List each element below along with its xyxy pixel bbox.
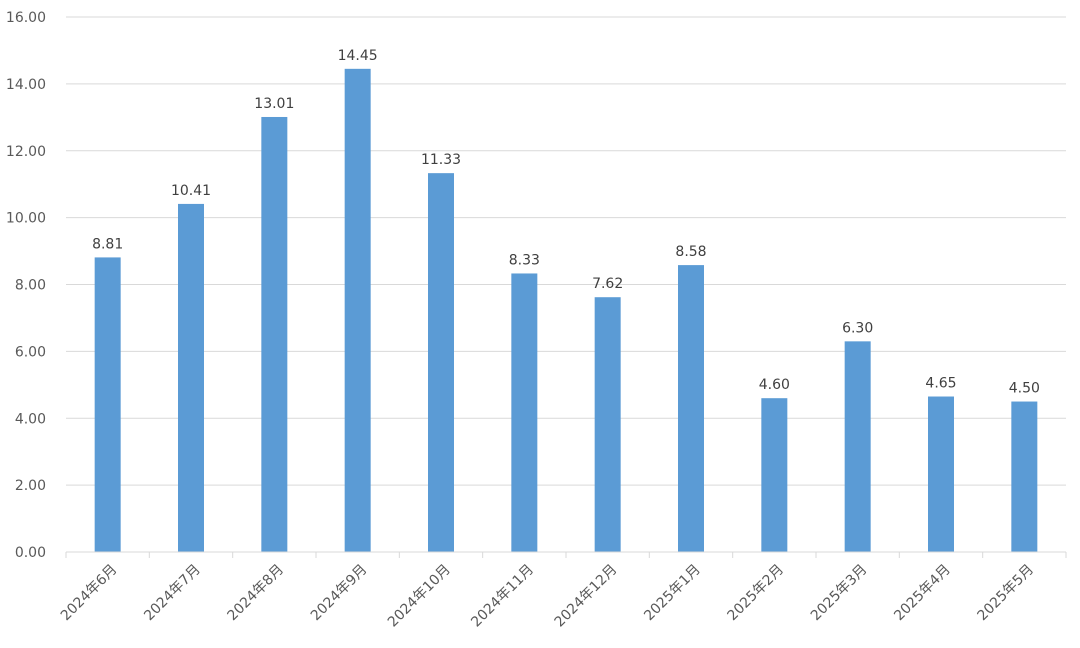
- y-tick-label: 10.00: [6, 211, 46, 227]
- bar: [678, 265, 704, 552]
- x-tick-label: 2025年1月: [641, 562, 704, 625]
- bar: [761, 398, 788, 552]
- x-tick-label: 2024年9月: [308, 562, 371, 625]
- bar: [594, 297, 621, 552]
- y-tick-label: 16.00: [6, 10, 46, 26]
- data-label: 4.65: [925, 376, 956, 392]
- y-tick-label: 8.00: [15, 278, 46, 294]
- data-label: 10.41: [171, 183, 211, 199]
- data-label: 13.01: [254, 96, 294, 112]
- bar: [511, 273, 538, 552]
- bar: [428, 173, 454, 552]
- data-label: 6.30: [842, 320, 873, 336]
- y-axis-tick-labels: 0.00 2.00 4.00 6.00 8.00 10.00 12.00 14.00 16.00: [6, 10, 46, 561]
- data-label: 4.60: [759, 377, 790, 393]
- data-label: 14.45: [338, 48, 378, 64]
- x-axis-tick-labels: 2024年6月 2024年7月 2024年8月 2024年9月 2024年10月 2024…: [58, 562, 1037, 631]
- x-tick-label: 2024年12月: [552, 562, 621, 631]
- bar: [344, 68, 371, 552]
- x-tick-label: 2025年2月: [725, 562, 788, 625]
- y-tick-label: 2.00: [15, 478, 46, 494]
- bar: [261, 116, 288, 553]
- y-tick-label: 4.00: [15, 411, 46, 427]
- y-tick-label: 6.00: [15, 344, 46, 360]
- bar: [844, 341, 871, 552]
- data-labels: 8.81 10.41 13.01 14.45 11.33 8.33 7.62 8.58 4.60…: [92, 48, 1040, 397]
- data-label: 8.81: [92, 236, 123, 252]
- gridlines: [66, 16, 1066, 486]
- bar: [178, 203, 204, 552]
- data-label: 11.33: [421, 152, 461, 168]
- data-label: 8.58: [675, 244, 706, 260]
- bar: [94, 257, 121, 552]
- data-label: 7.62: [592, 276, 623, 292]
- x-tick-label: 2024年11月: [468, 562, 537, 631]
- y-tick-label: 14.00: [6, 77, 46, 93]
- bar: [928, 396, 954, 552]
- data-label: 8.33: [509, 252, 540, 268]
- bar: [1011, 401, 1038, 552]
- bars: [94, 68, 1038, 553]
- x-tick-label: 2024年8月: [225, 562, 288, 625]
- data-label: 4.50: [1009, 381, 1040, 397]
- y-tick-label: 12.00: [6, 144, 46, 160]
- x-tick-label: 2024年6月: [58, 562, 121, 625]
- x-tick-label: 2025年5月: [975, 562, 1038, 625]
- x-tick-label: 2025年4月: [891, 562, 954, 625]
- y-tick-label: 0.00: [15, 545, 46, 561]
- x-tick-label: 2025年3月: [808, 562, 871, 625]
- x-axis-ticks: [65, 552, 1067, 558]
- x-tick-label: 2024年10月: [385, 562, 454, 631]
- x-tick-label: 2024年7月: [141, 562, 204, 625]
